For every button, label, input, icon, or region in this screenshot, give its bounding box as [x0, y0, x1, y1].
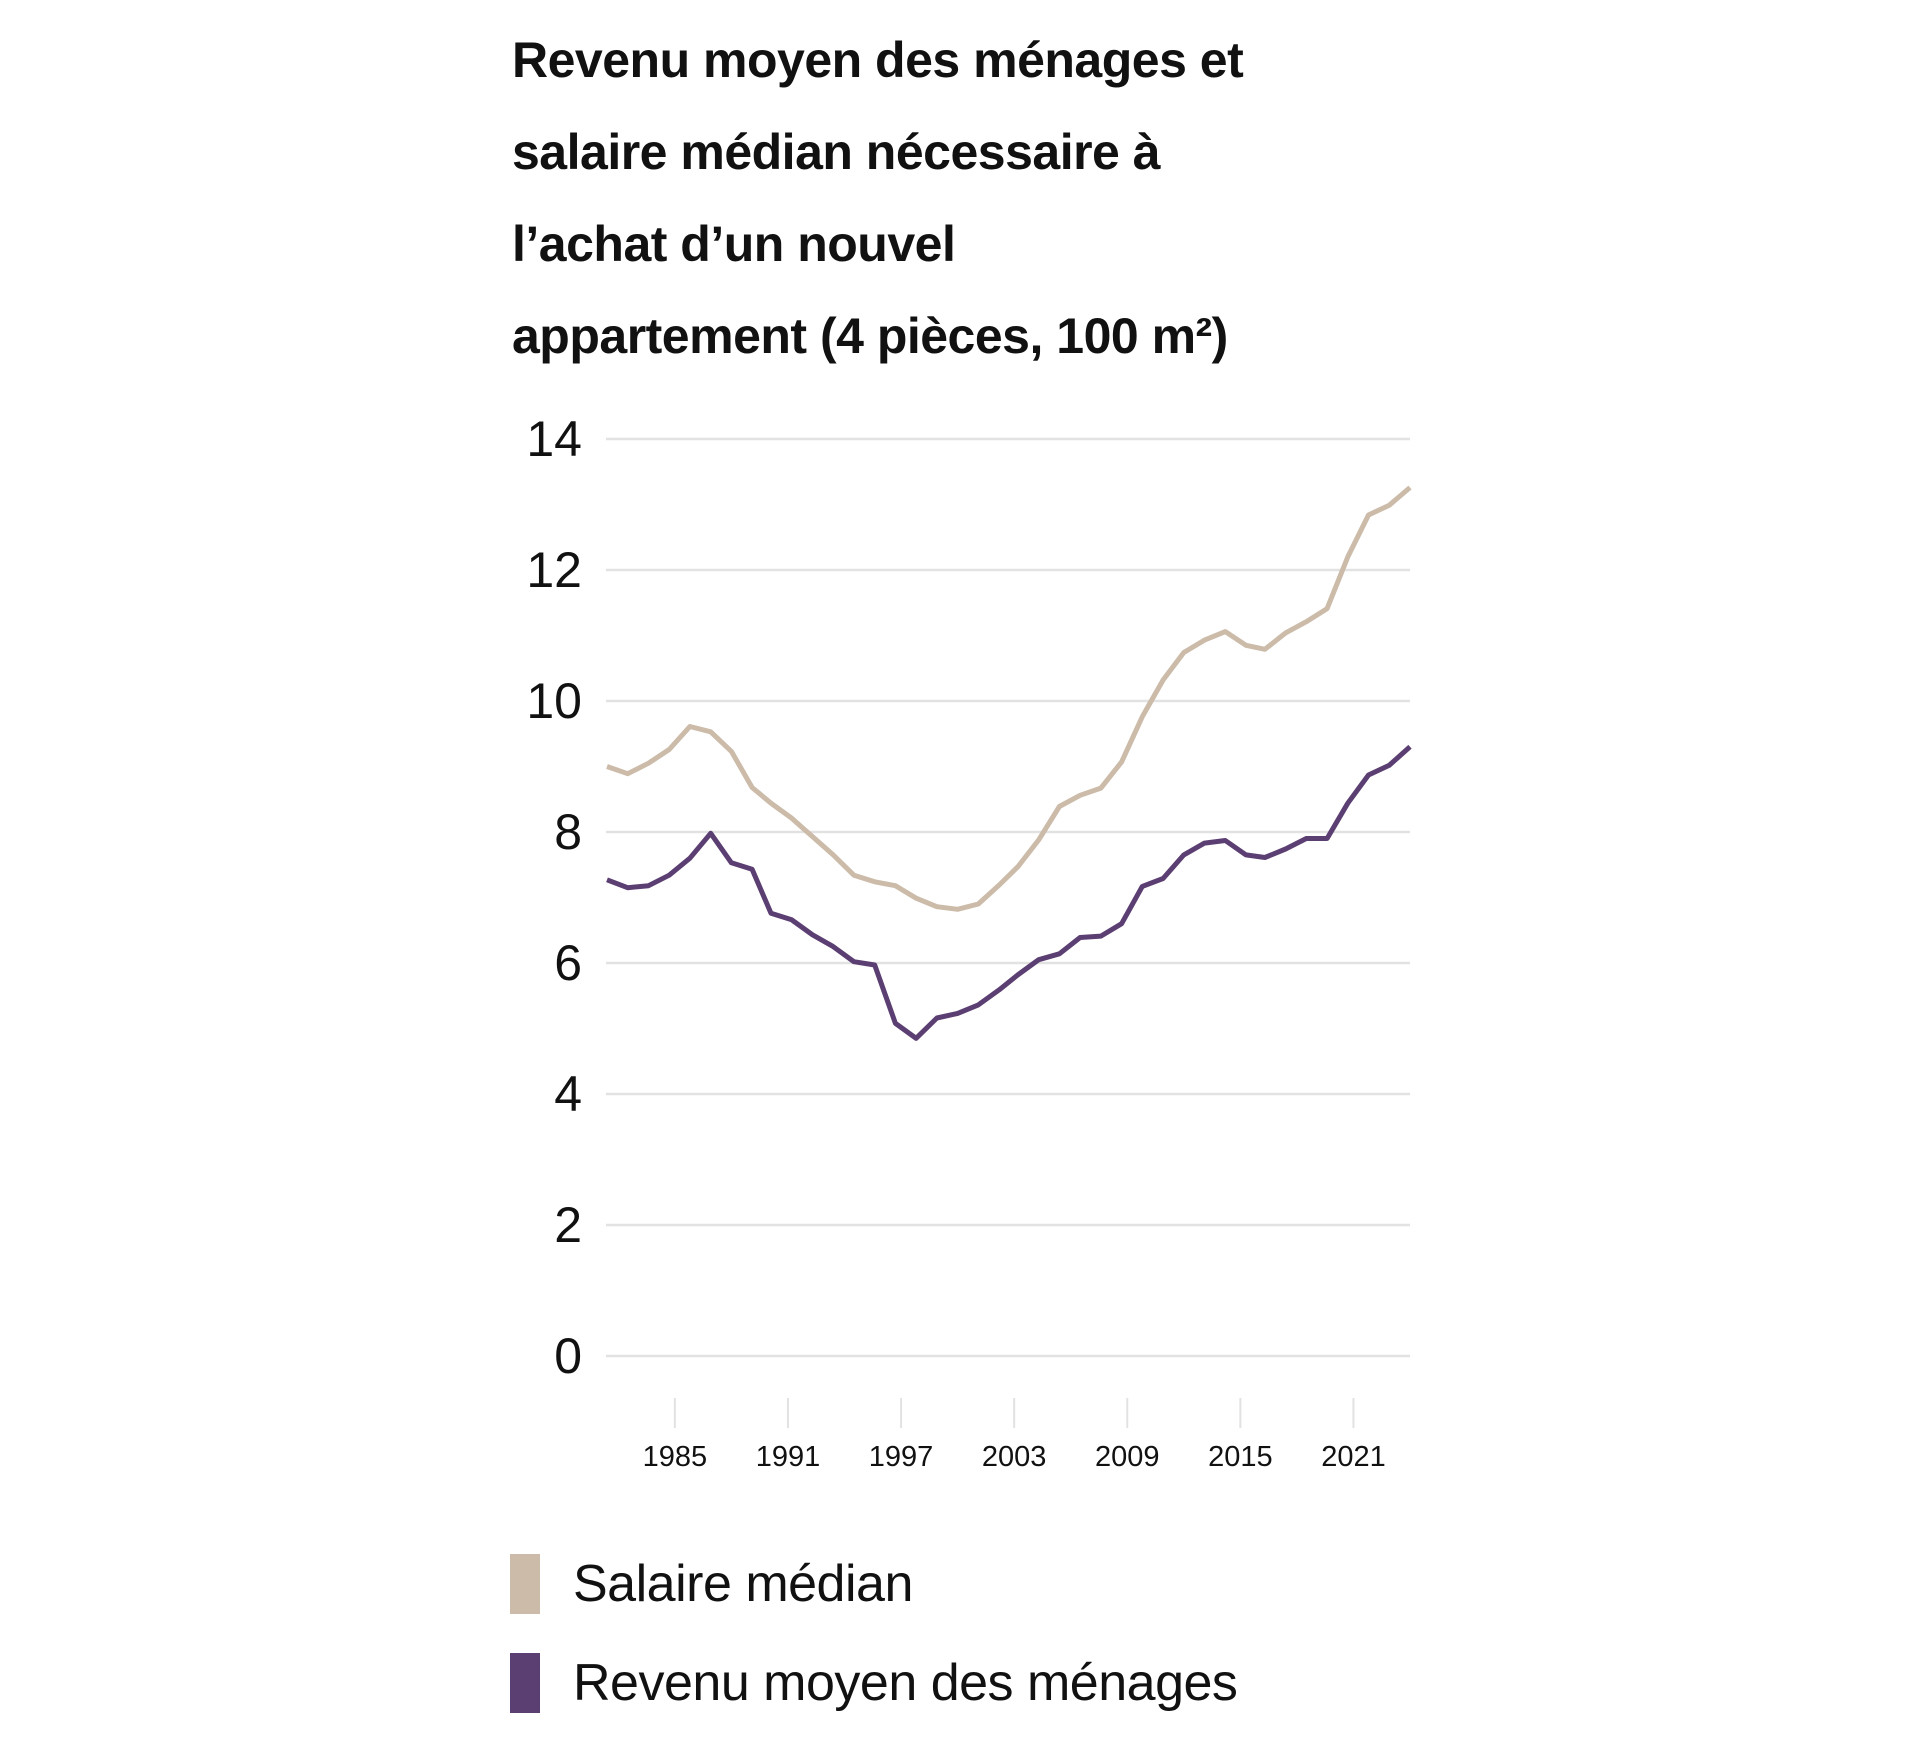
- y-tick-label: 8: [554, 804, 582, 860]
- x-tick-label: 1991: [756, 1441, 821, 1473]
- legend-label: Salaire médian: [573, 1555, 913, 1613]
- legend-swatch: [510, 1554, 540, 1614]
- y-tick-label: 2: [554, 1197, 582, 1253]
- legend-label: Revenu moyen des ménages: [573, 1654, 1238, 1712]
- title-line: l’achat d’un nouvel: [512, 216, 956, 272]
- chart-title: Revenu moyen des ménages et salaire médi…: [512, 14, 1412, 382]
- x-tick-label: 2003: [982, 1441, 1047, 1473]
- y-tick-label: 14: [526, 411, 582, 467]
- legend: Salaire médian Revenu moyen des ménages: [510, 1554, 1238, 1752]
- legend-item-revenu-moyen: Revenu moyen des ménages: [510, 1653, 1238, 1713]
- title-line: salaire médian nécessaire à: [512, 124, 1161, 180]
- x-tick-label: 1985: [643, 1441, 708, 1473]
- legend-item-salaire-median: Salaire médian: [510, 1554, 1237, 1614]
- x-tick-label: 2021: [1321, 1441, 1386, 1473]
- y-tick-label: 6: [554, 935, 582, 991]
- title-line: appartement (4 pièces, 100 m²): [512, 308, 1228, 364]
- series-line-revenu-moyen: [606, 744, 1412, 1041]
- x-tick-label: 2009: [1095, 1441, 1160, 1473]
- x-tick-label: 2015: [1208, 1441, 1273, 1473]
- series-line-salaire-median: [606, 485, 1412, 912]
- gridlines: [606, 437, 1410, 1358]
- legend-swatch: [510, 1653, 540, 1713]
- title-line: Revenu moyen des ménages et: [512, 32, 1244, 88]
- x-axis-ticks: 1985 1991 1997 2003 2009 2015 2021: [643, 1398, 1386, 1473]
- y-tick-label: 10: [526, 673, 582, 729]
- x-tick-label: 1997: [869, 1441, 934, 1473]
- series-lines: [606, 485, 1412, 1041]
- y-tick-label: 4: [554, 1066, 582, 1122]
- y-tick-label: 0: [554, 1328, 582, 1384]
- y-tick-label: 12: [526, 542, 582, 598]
- y-axis-ticks: 0 2 4 6 8 10 12 14: [526, 411, 582, 1384]
